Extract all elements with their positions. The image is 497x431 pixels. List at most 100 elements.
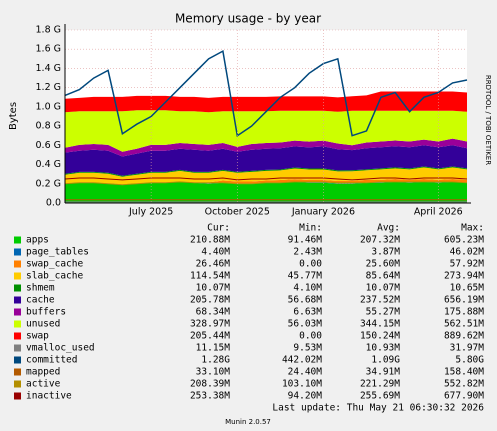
legend-stat: 5.80G [455,355,484,366]
legend-stat: 158.40M [444,367,484,378]
legend-stat: 33.10M [196,367,231,378]
legend-stat: 605.23M [444,235,484,246]
legend-stat: 9.53M [293,343,322,354]
legend-stat: 56.03M [288,319,323,330]
line [64,177,468,181]
x-tick-label: January 2026 [291,207,355,218]
area [65,91,467,113]
legend-stat: 91.46M [288,235,323,246]
y-tick-label: 0.0 [46,198,61,209]
area [65,138,467,157]
legend-label: active [26,379,61,390]
legend-swatch [14,380,21,388]
legend-stat: 85.64M [366,271,401,282]
y-tick-label: 0.4 G [36,159,62,170]
legend-swatch [14,248,21,256]
legend-stat: 114.54M [190,271,230,282]
legend-stat: 25.60M [366,259,401,270]
legend-label: page_tables [26,247,89,258]
x-tick-label: April 2026 [414,207,463,218]
legend-swatch [14,344,21,352]
legend-stat: 552.82M [444,379,484,390]
legend-stat: 150.24M [360,331,400,342]
side-text: RRDTOOL / TOBI OETIKER [484,75,492,165]
legend-label: inactive [26,391,72,402]
legend-stat: 45.77M [288,271,323,282]
footer: Munin 2.0.57 [225,418,271,426]
legend-stat: 2.43M [293,247,322,258]
legend-label: shmem [26,283,55,294]
y-axis-label: Bytes [8,102,19,130]
legend-stat: 0.00 [299,259,322,270]
x-tick-label: July 2025 [128,207,173,218]
legend-stat: 221.29M [360,379,400,390]
legend-stat: 210.88M [190,235,230,246]
legend-stat: 103.10M [282,379,322,390]
legend-stat: 207.32M [360,235,400,246]
legend-label: cache [26,295,55,306]
line [64,49,468,137]
legend-stat: 253.38M [190,391,230,402]
area [65,167,467,185]
area [65,110,467,152]
legend-stat: 1.09G [371,355,400,366]
y-tick-label: 0.8 G [36,121,62,132]
last-update: Last update: Thu May 21 06:30:32 2026 [272,403,484,414]
y-tick-label: 1.2 G [36,82,62,93]
y-tick-label: 1.0 G [36,101,62,112]
legend-swatch [14,332,21,340]
legend-stat: 656.19M [444,295,484,306]
legend-stat: 344.15M [360,319,400,330]
legend-stat: 94.20M [288,391,323,402]
y-tick-label: 1.6 G [36,44,62,55]
legend-stat: 10.65M [450,283,485,294]
legend-stat: 11.15M [196,343,231,354]
legend-stat: 46.02M [450,247,485,258]
legend-swatch [14,308,21,316]
column-header: Min: [299,223,322,234]
legend-stat: 205.44M [190,331,230,342]
legend-stat: 562.51M [444,319,484,330]
legend-stat: 205.78M [190,295,230,306]
legend-stat: 273.94M [444,271,484,282]
line [64,181,468,186]
column-header: Cur: [207,223,230,234]
legend-label: apps [26,235,49,246]
column-header: Avg: [377,223,400,234]
chart-title: Memory usage - by year [175,12,321,26]
legend-stat: 10.07M [366,283,401,294]
y-tick-label: 0.6 G [36,140,62,151]
legend-stat: 3.87M [371,247,400,258]
area [65,181,467,203]
legend-swatch [14,260,21,268]
legend-stat: 10.07M [196,283,231,294]
legend-label: committed [26,355,77,366]
legend-stat: 237.52M [360,295,400,306]
legend-swatch [14,320,21,328]
legend-swatch [14,272,21,280]
legend-stat: 10.93M [366,343,401,354]
legend-label: swap [26,331,49,342]
legend-stat: 442.02M [282,355,322,366]
legend-stat: 56.68M [288,295,323,306]
area [65,179,467,185]
legend-label: slab_cache [26,271,83,282]
legend-swatch [14,392,21,400]
column-header: Max: [461,223,484,234]
area [65,166,467,177]
y-tick-label: 0.2 G [36,178,62,189]
area [65,145,467,176]
legend-stat: 0.00 [299,331,322,342]
legend-stat: 26.46M [196,259,231,270]
legend-swatch [14,356,21,364]
legend-stat: 4.40M [201,247,230,258]
legend-stat: 255.69M [360,391,400,402]
legend-stat: 55.27M [366,307,401,318]
y-tick-label: 1.4 G [36,63,62,74]
legend-label: vmalloc_used [26,343,95,354]
legend-label: buffers [26,307,66,318]
legend-swatch [14,368,21,376]
legend-swatch [14,284,21,292]
legend-stat: 208.39M [190,379,230,390]
